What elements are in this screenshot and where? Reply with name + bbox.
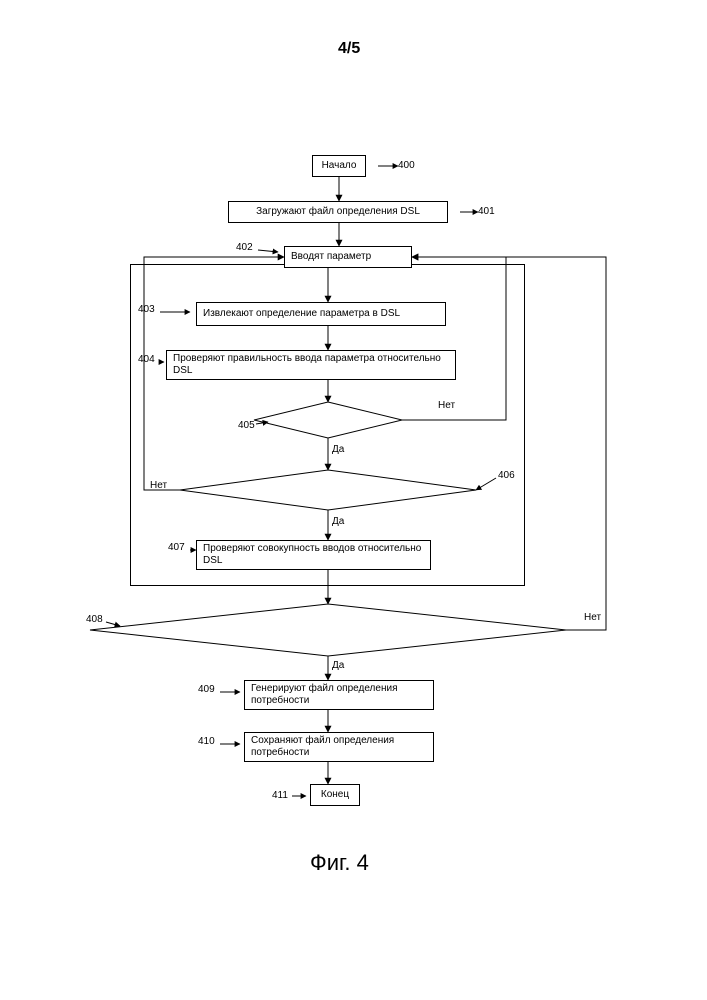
node-input: Вводят параметр <box>284 246 412 268</box>
ref-403: 403 <box>138 304 155 315</box>
edge-label-d3_yes: Да <box>332 660 344 671</box>
edge-label-d1_no: Нет <box>438 400 455 411</box>
node-extract: Извлекают определение параметра в DSL <box>196 302 446 326</box>
node-load: Загружают файл определения DSL <box>228 201 448 223</box>
node-end: Конец <box>310 784 360 806</box>
ref-411: 411 <box>272 790 288 801</box>
edge-label-d1_yes: Да <box>332 444 344 455</box>
ref-404: 404 <box>138 354 155 365</box>
ref-402: 402 <box>236 242 253 253</box>
decision-d3-label: Совокупность вводов является правильной,… <box>126 608 531 652</box>
node-save: Сохраняют файл определения потребности <box>244 732 434 762</box>
decision-d1-label: Ввод правильный ? <box>265 405 391 436</box>
figure-caption: Фиг. 4 <box>310 850 369 876</box>
ref-410: 410 <box>198 736 215 747</box>
ref-409: 409 <box>198 684 215 695</box>
ref-406: 406 <box>498 470 515 481</box>
ref-pointer-16 <box>258 250 278 252</box>
edge-label-d2_no: Нет <box>150 480 167 491</box>
decision-d2-label: Все параметры введены ? <box>202 473 454 507</box>
ref-408: 408 <box>86 614 103 625</box>
page-number: 4/5 <box>338 40 360 58</box>
flowchart-canvas: 4/5 Начало 400 Загружают файл определения … <box>0 0 707 1000</box>
edge-label-d2_yes: Да <box>332 516 344 527</box>
node-check: Проверяют правильность ввода параметра о… <box>166 350 456 380</box>
node-gen: Генерируют файл определения потребности <box>244 680 434 710</box>
edge-label-d3_no: Нет <box>584 612 601 623</box>
ref-pointer-22 <box>106 622 120 626</box>
ref-400: 400 <box>398 160 415 171</box>
ref-407: 407 <box>168 542 185 553</box>
ref-405: 405 <box>238 420 255 431</box>
ref-401: 401 <box>478 206 495 217</box>
node-verify: Проверяют совокупность вводов относитель… <box>196 540 431 570</box>
node-start: Начало <box>312 155 366 177</box>
